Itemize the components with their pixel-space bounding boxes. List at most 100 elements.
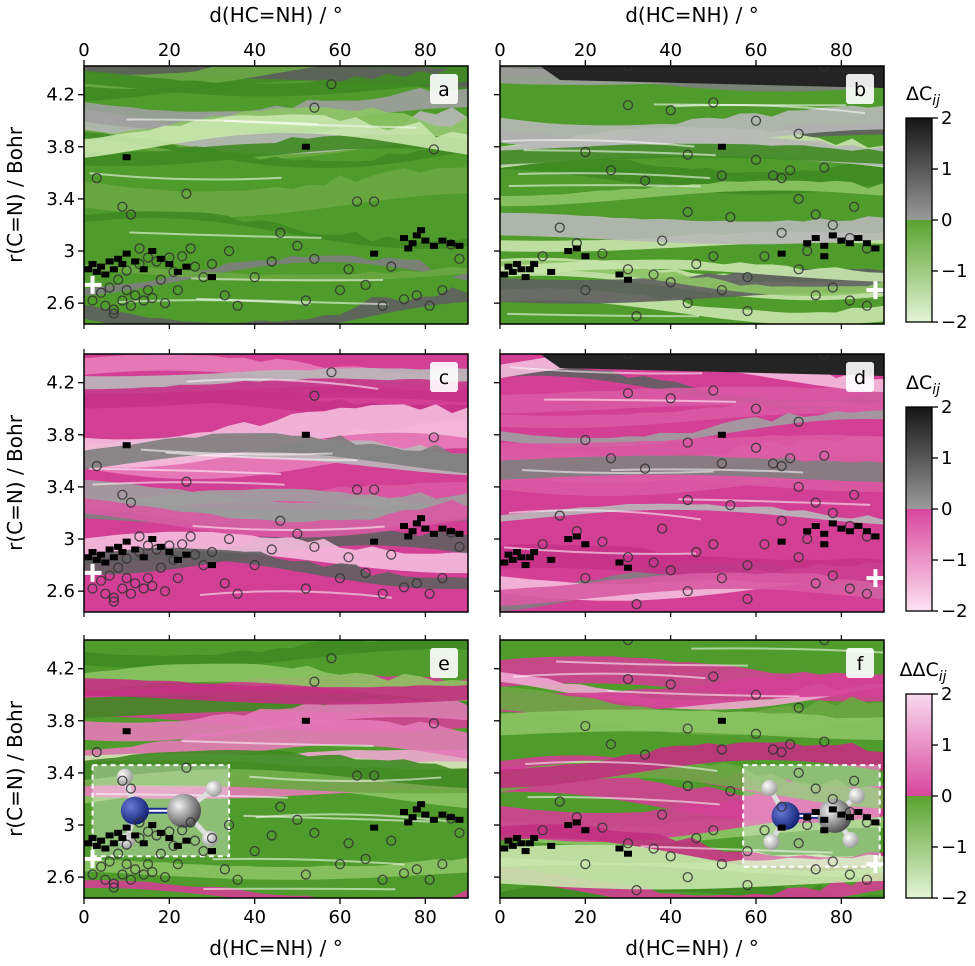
open-point [142,284,154,296]
solid-point [182,837,191,844]
open-point [827,219,838,231]
panel-frame [83,639,469,899]
solid-point [182,551,191,558]
solid-point [122,538,131,545]
panel-b: b 0 20 40 60 80 d(HC=NH) / ° [494,3,885,329]
open-point [368,484,380,495]
open-point [656,235,668,246]
open-point [716,744,728,755]
carbon-atom-icon [817,798,852,833]
hydrogen-atom-icon [763,833,780,850]
x-axis-title-top: d(HC=NH) / ° [625,3,759,27]
x-axis-title-top: d(HC=NH) / ° [209,3,343,27]
open-point [377,874,388,885]
open-point [597,536,608,547]
open-point [716,284,728,296]
open-point [121,858,132,870]
x-tick-label-bottom: 60 [745,907,768,928]
colorbar-tick-label: 1 [941,448,952,469]
open-point [682,437,693,448]
colorbar-title: ΔCij [906,83,940,109]
open-point [292,240,303,251]
open-point [639,749,651,760]
x-tick-label-top: 60 [329,40,352,61]
open-point [622,99,634,111]
open-point [708,671,719,682]
solid-point [508,842,517,849]
open-point [793,702,804,713]
panel-label: e [438,653,450,675]
x-tick-label-top: 20 [574,40,597,61]
open-point [326,367,337,378]
y-axis-title: r(C=N) / Bohr [3,700,27,837]
open-point [622,66,634,72]
open-point [580,284,591,296]
open-point [759,539,770,550]
solid-point [508,556,517,563]
solid-point [404,533,413,540]
panel-frame [499,353,885,613]
solid-point [517,554,526,561]
open-point [605,453,617,464]
open-point [665,851,676,862]
heatmap-field-f [500,640,884,898]
open-point [300,295,312,306]
open-point [554,222,565,233]
open-point [309,102,320,113]
open-point [125,874,137,885]
solid-point [581,827,590,834]
colorbar-tick-label: 2 [941,108,952,129]
open-point [622,673,634,685]
panels-layer: a 2.6 3 3.4 3.8 4.2 0 20 40 60 80 r(C=N) / Bohr d(HC… [3,3,885,960]
open-point [802,533,813,545]
open-point [176,251,188,262]
solid-point [717,717,726,724]
hydrogen-atom-icon [761,779,778,796]
solid-point [500,559,509,566]
solid-point [122,154,131,161]
open-point [249,271,260,283]
open-point [249,845,260,857]
colorbar-tick-label: −2 [941,312,968,333]
open-point [454,253,465,264]
open-point [622,838,634,849]
solid-point [820,530,829,537]
open-point [819,736,830,747]
open-point [292,528,303,539]
open-point [121,572,132,584]
open-point [411,864,422,875]
open-point [682,149,693,160]
x-axis-title-bottom: d(HC=NH) / ° [209,936,343,960]
solid-point [513,549,522,556]
reference-cross-icon [84,563,102,582]
solid-point [412,232,421,239]
open-point [793,128,804,139]
open-point [377,588,388,599]
open-point [784,165,796,176]
solid-point [777,538,786,545]
open-point [716,858,728,870]
solid-point [417,515,426,522]
solid-point [84,266,93,273]
solid-point [97,837,106,844]
open-point [142,252,154,263]
open-point [386,835,397,846]
open-point [104,570,115,581]
solid-point [615,271,624,278]
open-point [343,838,354,849]
solid-point [504,551,513,558]
open-point [334,572,346,584]
open-point [648,557,659,568]
solid-point [400,523,408,529]
open-point [656,523,668,534]
heatmap-field-b [500,66,884,324]
solid-point [615,559,624,566]
heatmap-field-c [84,354,468,612]
open-point [784,739,796,750]
open-point [360,853,371,865]
open-point [725,786,736,797]
reference-cross-icon [866,855,884,874]
colorbar-tick-label: 0 [941,786,952,807]
open-point [827,570,838,581]
open-point [185,817,196,828]
